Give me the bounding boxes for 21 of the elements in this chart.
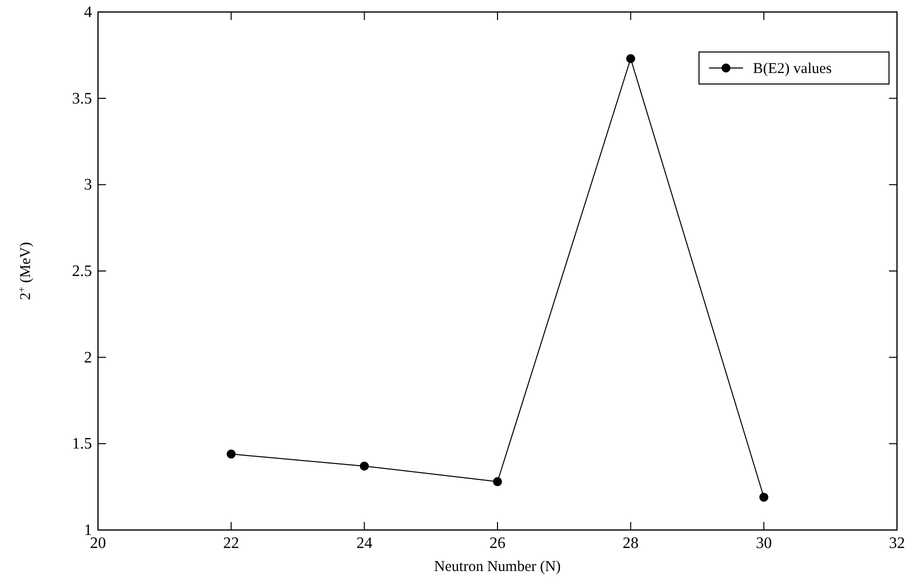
x-tick-label: 28 <box>622 535 639 552</box>
x-tick-label: 30 <box>756 535 772 552</box>
y-tick-label: 3 <box>84 176 92 194</box>
point <box>493 477 502 486</box>
y-tick-label: 1 <box>84 522 92 539</box>
legend-label: B(E2) values <box>753 61 832 77</box>
y-tick-label: 2.5 <box>72 263 92 280</box>
point <box>626 54 636 64</box>
point <box>360 462 369 471</box>
x-tick-label: 32 <box>889 535 905 552</box>
x-tick-label: 22 <box>223 535 240 552</box>
x-tick-label: 20 <box>90 535 106 552</box>
x-tick-label: 24 <box>356 535 372 552</box>
x-axis-title: Neutron Number (N) <box>434 559 561 575</box>
x-tick-label: 26 <box>490 535 506 552</box>
y-tick-label: 2 <box>84 349 92 366</box>
point <box>226 450 236 459</box>
y-tick-label: 3.5 <box>72 90 92 108</box>
y-tick-label: 1.5 <box>72 436 92 453</box>
point <box>759 492 768 502</box>
y-tick-label: 4 <box>84 4 92 21</box>
